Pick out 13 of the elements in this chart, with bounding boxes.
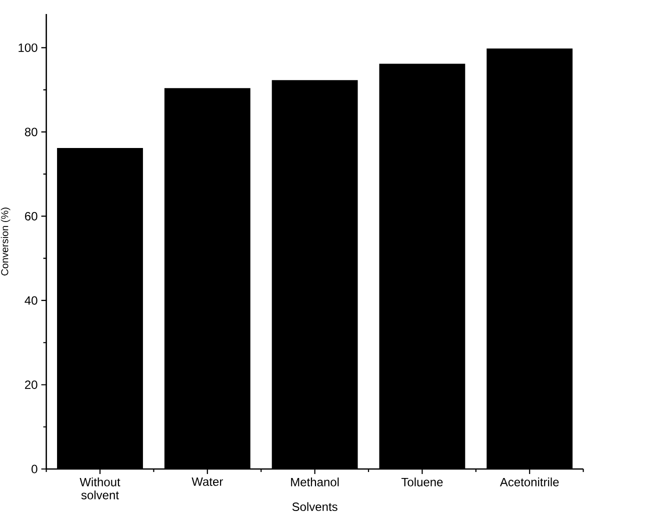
y-tick-label: 60 bbox=[25, 212, 38, 220]
x-tick-label: Methanol bbox=[291, 478, 339, 486]
y-axis-title: Conversion (%) bbox=[0, 208, 10, 276]
x-tick-label: Toluene bbox=[401, 478, 443, 486]
x-axis-title: Solvents bbox=[292, 502, 338, 512]
x-tick-label: Acetonitrile bbox=[500, 478, 559, 486]
x-tick-label: Without solvent bbox=[80, 478, 120, 500]
y-tick-label: 40 bbox=[24, 296, 38, 305]
y-tick-label: 80 bbox=[24, 128, 38, 136]
y-tick-label: 0 bbox=[32, 464, 38, 474]
y-tick-label: 100 bbox=[18, 43, 38, 52]
y-tick-label: 20 bbox=[25, 380, 38, 389]
x-tick-label: Water bbox=[192, 478, 223, 486]
